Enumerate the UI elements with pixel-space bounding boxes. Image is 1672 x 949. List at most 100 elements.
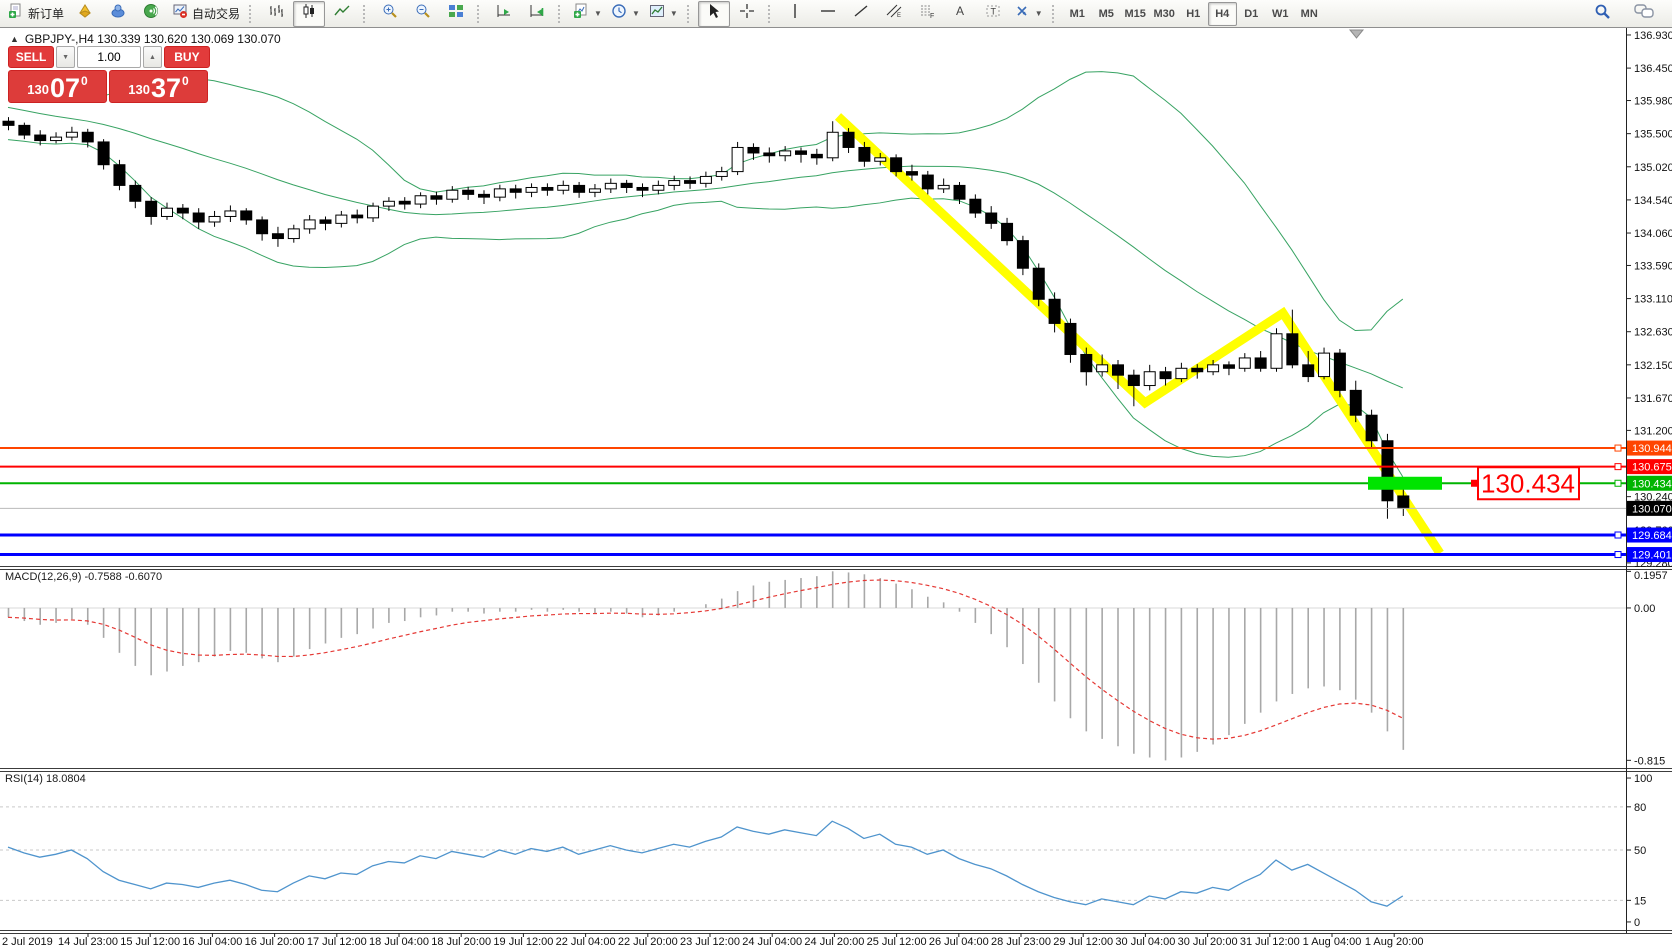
toolbar-drag-handle[interactable] <box>558 4 564 23</box>
sell-button[interactable]: SELL <box>8 46 55 68</box>
trendline-tool[interactable] <box>845 1 877 27</box>
buy-button[interactable]: BUY <box>163 46 210 68</box>
shapes-dropdown[interactable]: ▼ <box>1010 1 1047 27</box>
bear-candle <box>747 146 760 154</box>
templates-dropdown[interactable]: ▼ <box>645 1 682 27</box>
search-icon <box>1594 3 1611 25</box>
sell-price-box[interactable]: 130 07 0 <box>8 70 107 103</box>
autotrading-label: 自动交易 <box>192 7 241 21</box>
price-callout-box[interactable] <box>1477 466 1580 501</box>
axis-label-130.944 <box>1627 440 1672 456</box>
horizontal-line-tool[interactable] <box>812 1 844 27</box>
toolbar-drag-handle[interactable] <box>477 4 483 23</box>
bear-candle <box>1159 371 1172 380</box>
price-axis[interactable]: 136.930 136.450 135.980 135.500 135.020 134.5… <box>1626 30 1672 929</box>
auto-scroll-button[interactable] <box>488 1 520 27</box>
bear-candle <box>351 214 364 219</box>
toolbar-drag-handle[interactable] <box>686 4 693 23</box>
bull-candle <box>668 180 681 186</box>
toolbar-drag-handle[interactable] <box>249 4 255 23</box>
community-button[interactable] <box>102 1 134 27</box>
bull-candle <box>446 189 459 200</box>
new-chart-dropdown[interactable]: ▼ <box>569 1 606 27</box>
toolbar-drag-handle[interactable] <box>767 4 774 23</box>
periods-dropdown[interactable]: ▼ <box>607 1 644 27</box>
timeframe-m30[interactable]: M30 <box>1153 7 1175 20</box>
line-anchor-square <box>1614 551 1622 559</box>
timeframe-w1[interactable]: W1 <box>1271 7 1289 20</box>
svg-text:25 Jul 12:00: 25 Jul 12:00 <box>867 936 927 948</box>
svg-text:131.200: 131.200 <box>1634 425 1672 437</box>
channel-tool[interactable]: E <box>878 1 910 27</box>
chart-shift-button[interactable] <box>521 1 553 27</box>
cursor-tool-button[interactable] <box>697 0 730 27</box>
timeframe-h4[interactable]: H4 <box>1207 1 1237 26</box>
zoom-in-button[interactable] <box>374 1 406 27</box>
signals-button[interactable] <box>135 1 167 27</box>
autotrading-button[interactable]: 自动交易 <box>168 1 244 27</box>
search-button[interactable] <box>1586 1 1618 27</box>
bull-candle <box>1143 371 1156 387</box>
bear-candle <box>462 189 475 195</box>
yellow-trendline[interactable] <box>834 113 1444 556</box>
volume-decrease-button[interactable]: ▼ <box>56 46 75 68</box>
new-order-button[interactable]: 新订单 <box>4 1 68 27</box>
sell-price-main: 07 <box>49 73 81 103</box>
zoom-out-button[interactable] <box>407 1 439 27</box>
timeframe-m5[interactable]: M5 <box>1098 7 1114 20</box>
axis-label-129.401 <box>1627 547 1672 563</box>
svg-text:136.450: 136.450 <box>1634 63 1672 75</box>
volume-input[interactable] <box>77 46 141 68</box>
bar-chart-icon <box>268 3 284 24</box>
svg-text:22 Jul 04:00: 22 Jul 04:00 <box>556 936 616 948</box>
line-chart-button[interactable] <box>326 1 358 27</box>
macd-pane[interactable] <box>0 571 1626 761</box>
chat-button[interactable] <box>1628 1 1660 27</box>
fibonacci-tool[interactable]: F <box>911 1 943 27</box>
svg-text:50: 50 <box>1634 845 1646 857</box>
timeframe-mn[interactable]: MN <box>1300 7 1318 20</box>
candlestick-chart-icon <box>301 3 317 24</box>
candlestick-chart-button[interactable] <box>293 0 326 27</box>
time-axis[interactable]: 2 Jul 2019 14 Jul 23:00 15 Jul 12:00 16 Jul… <box>2 933 1424 948</box>
market-button[interactable] <box>69 1 101 27</box>
bull-candle <box>779 150 792 157</box>
vertical-line-tool[interactable] <box>779 1 811 27</box>
chevron-down-icon: ▼ <box>594 9 602 18</box>
buy-price-sup: 0 <box>182 74 189 88</box>
sell-price-prefix: 130 <box>27 82 49 97</box>
axis-label-130.434 <box>1627 475 1672 491</box>
timeframe-d1[interactable]: D1 <box>1244 7 1259 20</box>
toolbar-drag-handle[interactable] <box>363 4 369 23</box>
zoom-in-icon <box>382 3 398 24</box>
chart-shift-marker-icon[interactable] <box>1348 29 1365 39</box>
svg-text:18 Jul 04:00: 18 Jul 04:00 <box>369 936 429 948</box>
new-order-label: 新订单 <box>28 7 65 21</box>
svg-text:0.00: 0.00 <box>1634 603 1655 615</box>
cloud-user-icon <box>110 3 126 24</box>
collapse-icon[interactable]: ▲ <box>10 34 19 44</box>
tile-windows-button[interactable] <box>440 1 472 27</box>
text-tool[interactable]: A <box>944 1 976 27</box>
bear-candle <box>795 150 807 155</box>
crosshair-tool-button[interactable] <box>731 1 763 27</box>
timeframe-m1[interactable]: M1 <box>1069 7 1085 20</box>
bear-candle <box>969 198 982 214</box>
toolbar-drag-handle[interactable] <box>1051 4 1058 23</box>
buy-price-box[interactable]: 130 37 0 <box>109 70 208 103</box>
highlight-segment[interactable] <box>1368 476 1442 490</box>
svg-text:129.684: 129.684 <box>1632 530 1672 542</box>
svg-text:17 Jul 12:00: 17 Jul 12:00 <box>307 936 367 948</box>
bar-chart-button[interactable] <box>260 1 292 27</box>
svg-text:134.540: 134.540 <box>1634 195 1672 207</box>
main-price-pane[interactable]: 130.434 <box>0 71 1626 559</box>
chevron-down-icon: ▼ <box>669 9 678 18</box>
timeframe-h1[interactable]: H1 <box>1186 7 1201 20</box>
rsi-pane[interactable] <box>0 806 1626 907</box>
svg-text:135.500: 135.500 <box>1634 129 1672 141</box>
label-tool[interactable]: T <box>977 1 1009 27</box>
volume-increase-button[interactable]: ▲ <box>143 46 162 68</box>
timeframe-m15[interactable]: M15 <box>1124 7 1146 20</box>
cursor-icon <box>706 3 722 24</box>
